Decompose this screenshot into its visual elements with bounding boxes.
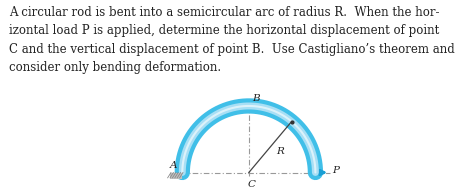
Text: A circular rod is bent into a semicircular arc of radius R.  When the hor-
izont: A circular rod is bent into a semicircul… xyxy=(9,6,455,74)
Text: B: B xyxy=(252,94,260,103)
Bar xyxy=(170,173,182,179)
Text: R: R xyxy=(276,147,284,156)
Text: P: P xyxy=(332,166,339,175)
Text: C: C xyxy=(247,180,255,190)
Text: A: A xyxy=(170,161,178,170)
